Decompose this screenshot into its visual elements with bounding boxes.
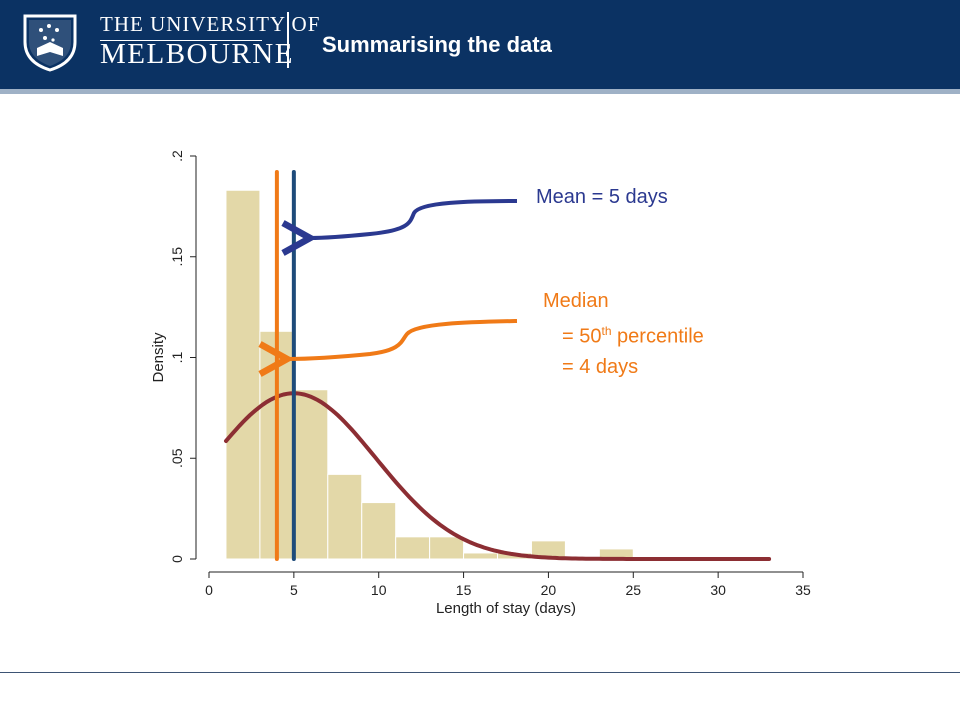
x-tick-label: 25 bbox=[625, 582, 641, 598]
median-line2-superscript: th bbox=[601, 324, 612, 338]
median-annotation-line2: = 50th percentile bbox=[543, 316, 704, 352]
x-tick-label: 15 bbox=[456, 582, 472, 598]
y-axis-title: Density bbox=[150, 332, 167, 383]
x-tick-label: 20 bbox=[541, 582, 557, 598]
slide-title: Summarising the data bbox=[322, 32, 552, 57]
header-underline bbox=[0, 89, 960, 94]
y-tick-label: .05 bbox=[169, 448, 185, 468]
median-annotation-line1: Median bbox=[543, 290, 609, 312]
histogram-bar bbox=[395, 536, 431, 560]
x-tick-label: 30 bbox=[710, 582, 726, 598]
x-tick-label: 10 bbox=[371, 582, 387, 598]
median-arrow bbox=[287, 319, 518, 359]
histogram-bar bbox=[361, 502, 397, 560]
histogram-bar bbox=[225, 189, 261, 560]
logo-divider bbox=[100, 40, 262, 41]
histogram-bar bbox=[463, 552, 499, 560]
header-divider bbox=[287, 12, 289, 68]
mean-annotation: Mean = 5 days bbox=[536, 186, 668, 208]
histogram-bar bbox=[293, 389, 329, 560]
chart-axes: 0 .05 .1 .15 .2 0 5 10 15 20 25 30 35 Length of stay … bbox=[150, 150, 811, 617]
university-name-line1: THE UNIVERSITY OF bbox=[100, 12, 321, 36]
y-tick-label: .2 bbox=[169, 150, 185, 162]
median-annotation-line3: = 4 days bbox=[562, 355, 639, 378]
x-axis-title: Length of stay (days) bbox=[436, 600, 576, 617]
y-tick-label: .1 bbox=[169, 351, 185, 363]
median-annotation: Median = 50th percentile = 4 days bbox=[543, 286, 704, 382]
y-tick-label: .15 bbox=[169, 247, 185, 267]
x-tick-label: 0 bbox=[205, 582, 213, 598]
median-line2-prefix: = 50 bbox=[562, 325, 602, 348]
footer-divider bbox=[0, 672, 960, 673]
median-line2-suffix: percentile bbox=[611, 325, 704, 348]
x-tick-label: 5 bbox=[290, 582, 298, 598]
histogram-bar bbox=[327, 473, 363, 560]
header-bar: THE UNIVERSITY OF MELBOURNE Summarising … bbox=[0, 0, 960, 89]
university-name-line2: MELBOURNE bbox=[100, 38, 294, 70]
mean-arrow bbox=[310, 199, 518, 238]
y-tick-label: 0 bbox=[169, 555, 185, 563]
histogram-bar bbox=[429, 536, 465, 560]
normal-density-curve bbox=[224, 391, 772, 561]
x-tick-label: 35 bbox=[795, 582, 811, 598]
university-crest-icon bbox=[23, 14, 77, 72]
